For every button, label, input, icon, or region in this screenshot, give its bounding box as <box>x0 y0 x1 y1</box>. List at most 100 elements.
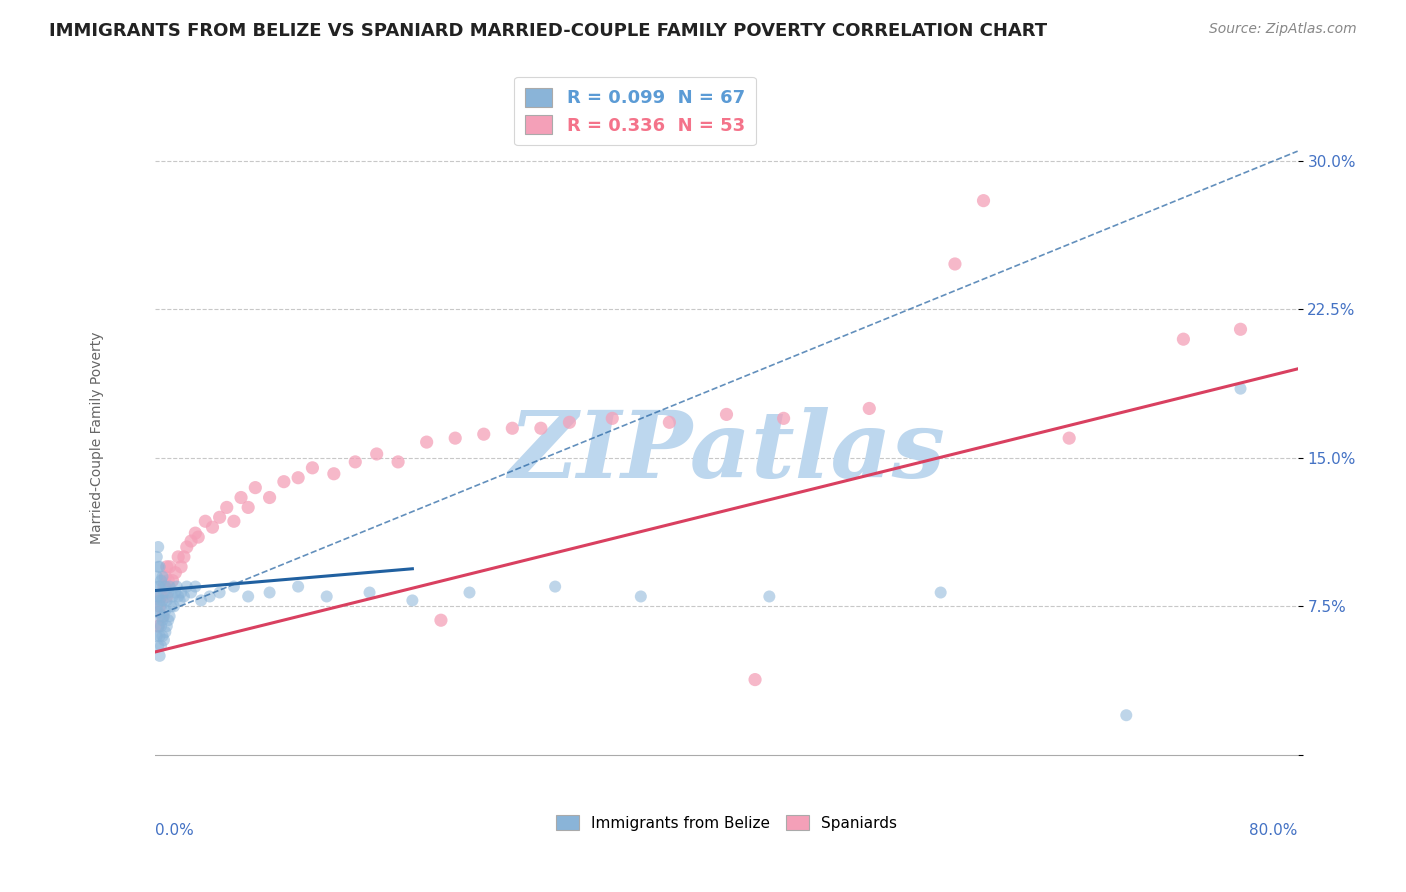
Point <box>166 580 188 594</box>
Point <box>238 500 260 515</box>
Point <box>163 599 186 614</box>
Point <box>472 427 495 442</box>
Point <box>155 603 177 617</box>
Point <box>173 590 195 604</box>
Point <box>187 530 209 544</box>
Point <box>758 590 780 604</box>
Point <box>152 629 174 643</box>
Point <box>259 585 281 599</box>
Point <box>148 619 170 633</box>
Point <box>155 625 177 640</box>
Point <box>301 460 323 475</box>
Point <box>1229 382 1251 396</box>
Point <box>148 639 170 653</box>
Y-axis label: Married-Couple Family Poverty: Married-Couple Family Poverty <box>90 332 104 544</box>
Point <box>146 549 169 564</box>
Point <box>287 580 309 594</box>
Point <box>458 585 481 599</box>
Point <box>222 514 245 528</box>
Point <box>149 599 172 614</box>
Point <box>157 585 180 599</box>
Point <box>744 673 766 687</box>
Point <box>167 590 190 604</box>
Point <box>176 580 198 594</box>
Point <box>184 580 207 594</box>
Point <box>530 421 553 435</box>
Point <box>929 585 952 599</box>
Point <box>157 613 180 627</box>
Point <box>153 585 176 599</box>
Point <box>150 574 173 588</box>
Point <box>387 455 409 469</box>
Point <box>149 648 172 663</box>
Point <box>150 599 173 614</box>
Point <box>344 455 367 469</box>
Point <box>215 500 238 515</box>
Point <box>315 590 337 604</box>
Point <box>159 580 181 594</box>
Point <box>162 590 184 604</box>
Point <box>366 447 388 461</box>
Point <box>273 475 295 489</box>
Point <box>858 401 880 416</box>
Point <box>149 580 172 594</box>
Point <box>150 590 173 604</box>
Point <box>167 549 190 564</box>
Point <box>180 534 202 549</box>
Point <box>148 619 170 633</box>
Point <box>322 467 344 481</box>
Point <box>259 491 281 505</box>
Point <box>1173 332 1195 346</box>
Point <box>165 585 187 599</box>
Point <box>176 540 198 554</box>
Point <box>150 639 173 653</box>
Text: IMMIGRANTS FROM BELIZE VS SPANIARD MARRIED-COUPLE FAMILY POVERTY CORRELATION CHA: IMMIGRANTS FROM BELIZE VS SPANIARD MARRI… <box>49 22 1047 40</box>
Point <box>156 590 179 604</box>
Point <box>153 609 176 624</box>
Point <box>170 559 193 574</box>
Point <box>148 590 170 604</box>
Point <box>170 585 193 599</box>
Point <box>149 559 172 574</box>
Point <box>1115 708 1137 723</box>
Point <box>180 585 202 599</box>
Point <box>149 629 172 643</box>
Point <box>159 559 181 574</box>
Point <box>156 593 179 607</box>
Point <box>544 580 567 594</box>
Point <box>208 585 231 599</box>
Point <box>152 593 174 607</box>
Legend: Immigrants from Belize, Spaniards: Immigrants from Belize, Spaniards <box>550 808 903 837</box>
Point <box>658 415 681 429</box>
Point <box>190 593 212 607</box>
Point <box>159 609 181 624</box>
Point <box>155 580 177 594</box>
Point <box>430 613 453 627</box>
Point <box>149 609 172 624</box>
Point <box>165 566 187 580</box>
Point <box>238 590 260 604</box>
Point <box>149 593 172 607</box>
Point <box>148 580 170 594</box>
Point <box>153 580 176 594</box>
Point <box>169 593 191 607</box>
Point <box>152 613 174 627</box>
Point <box>287 471 309 485</box>
Point <box>146 599 169 614</box>
Point <box>148 540 170 554</box>
Text: 0.0%: 0.0% <box>156 823 194 838</box>
Point <box>415 435 437 450</box>
Point <box>153 633 176 648</box>
Point <box>201 520 224 534</box>
Point <box>173 549 195 564</box>
Point <box>155 570 177 584</box>
Point <box>245 481 267 495</box>
Point <box>1057 431 1080 445</box>
Point <box>146 590 169 604</box>
Point <box>184 526 207 541</box>
Point <box>146 570 169 584</box>
Point <box>973 194 995 208</box>
Point <box>772 411 794 425</box>
Point <box>630 590 652 604</box>
Point <box>162 574 184 588</box>
